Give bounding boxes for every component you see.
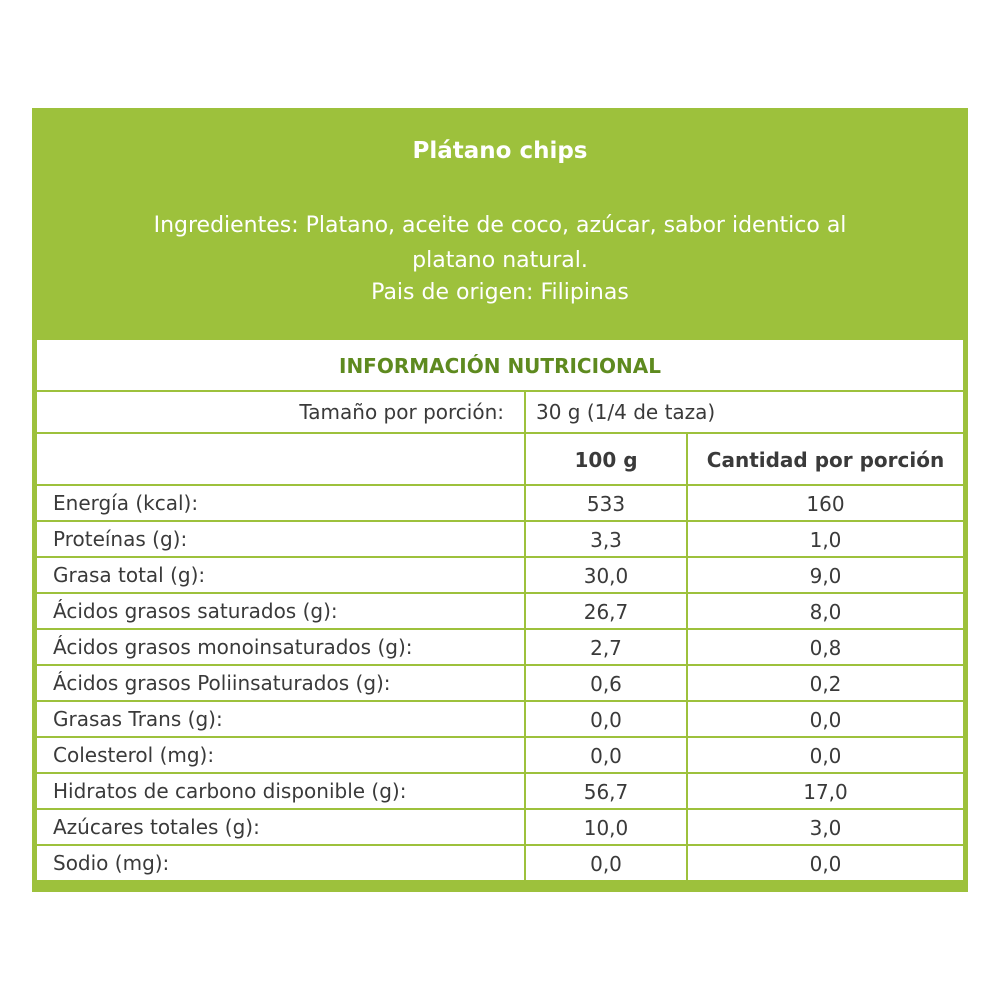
nutrient-name: Energía (kcal):	[37, 486, 524, 520]
table-row: Ácidos grasos monoinsaturados (g): 2,7 0,8	[37, 630, 963, 664]
origin-text: Pais de origen: Filipinas	[371, 280, 629, 305]
value-portion: 0,0	[688, 738, 963, 772]
value-portion: 160	[688, 486, 963, 520]
nutrient-name: Hidratos de carbono disponible (g):	[37, 774, 524, 808]
product-title: Plátano chips	[412, 138, 588, 164]
column-header-portion: Cantidad por porción	[688, 434, 963, 484]
value-portion: 0,0	[688, 846, 963, 880]
value-100g: 0,0	[526, 738, 686, 772]
nutrient-name: Grasas Trans (g):	[37, 702, 524, 736]
nutrition-heading: INFORMACIÓN NUTRICIONAL	[37, 340, 963, 390]
value-100g: 30,0	[526, 558, 686, 592]
value-portion: 8,0	[688, 594, 963, 628]
nutrient-name: Colesterol (mg):	[37, 738, 524, 772]
nutrient-name: Ácidos grasos Poliinsaturados (g):	[37, 666, 524, 700]
nutrition-table: INFORMACIÓN NUTRICIONAL Tamaño por porci…	[37, 340, 963, 886]
value-portion: 9,0	[688, 558, 963, 592]
nutrient-name: Ácidos grasos monoinsaturados (g):	[37, 630, 524, 664]
table-row: Ácidos grasos Poliinsaturados (g): 0,6 0,2	[37, 666, 963, 700]
table-row: Grasa total (g): 30,0 9,0	[37, 558, 963, 592]
table-row: Energía (kcal): 533 160	[37, 486, 963, 520]
value-100g: 56,7	[526, 774, 686, 808]
value-100g: 10,0	[526, 810, 686, 844]
serving-size-label: Tamaño por porción:	[37, 392, 524, 432]
value-portion: 17,0	[688, 774, 963, 808]
table-row: Grasas Trans (g): 0,0 0,0	[37, 702, 963, 736]
value-portion: 0,2	[688, 666, 963, 700]
table-row: Colesterol (mg): 0,0 0,0	[37, 738, 963, 772]
value-100g: 0,6	[526, 666, 686, 700]
column-header-100g: 100 g	[526, 434, 686, 484]
column-header-blank	[37, 434, 524, 484]
value-100g: 533	[526, 486, 686, 520]
ingredients-text: Ingredientes: Platano, aceite de coco, a…	[153, 213, 847, 273]
value-portion: 1,0	[688, 522, 963, 556]
value-portion: 3,0	[688, 810, 963, 844]
nutrient-name: Sodio (mg):	[37, 846, 524, 880]
value-100g: 3,3	[526, 522, 686, 556]
nutrient-name: Ácidos grasos saturados (g):	[37, 594, 524, 628]
table-row: Hidratos de carbono disponible (g): 56,7 1…	[37, 774, 963, 808]
value-100g: 2,7	[526, 630, 686, 664]
nutrient-name: Grasa total (g):	[37, 558, 524, 592]
nutrient-name: Azúcares totales (g):	[37, 810, 524, 844]
nutrient-name: Proteínas (g):	[37, 522, 524, 556]
serving-size-value: 30 g (1/4 de taza)	[526, 392, 963, 432]
value-portion: 0,0	[688, 702, 963, 736]
table-row: Sodio (mg): 0,0 0,0	[37, 846, 963, 880]
table-row: Azúcares totales (g): 10,0 3,0	[37, 810, 963, 844]
value-100g: 26,7	[526, 594, 686, 628]
nutrition-label: Plátano chips Ingredientes: Platano, ace…	[32, 108, 968, 892]
table-row: Ácidos grasos saturados (g): 26,7 8,0	[37, 594, 963, 628]
table-row: Proteínas (g): 3,3 1,0	[37, 522, 963, 556]
value-100g: 0,0	[526, 702, 686, 736]
value-100g: 0,0	[526, 846, 686, 880]
value-portion: 0,8	[688, 630, 963, 664]
label-header: Plátano chips Ingredientes: Platano, ace…	[32, 108, 968, 338]
